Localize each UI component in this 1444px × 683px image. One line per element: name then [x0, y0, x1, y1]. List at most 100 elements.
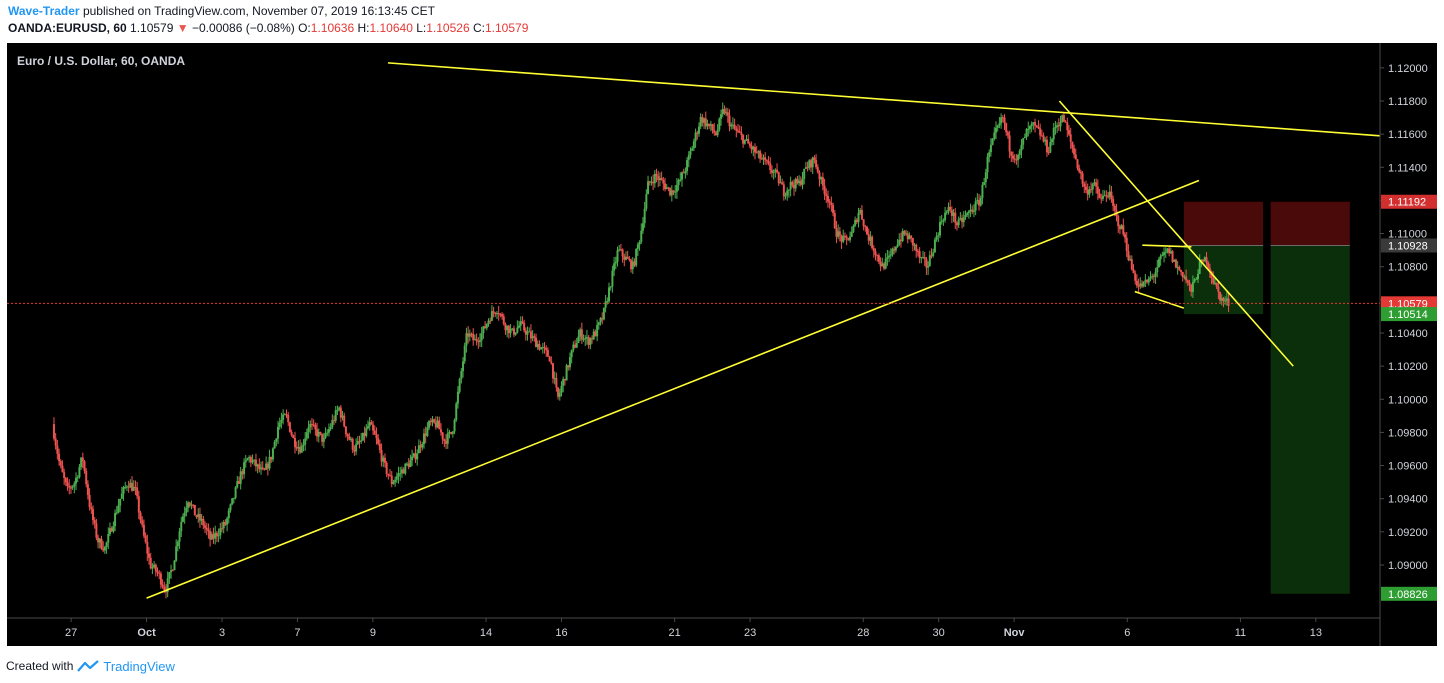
high-label: H: [357, 21, 370, 35]
candle-up [468, 333, 471, 337]
candle-up [869, 236, 872, 241]
candle-up [265, 463, 268, 470]
flag-top-trendline[interactable] [1142, 244, 1192, 248]
candle-down [1202, 259, 1205, 262]
candle-down [815, 160, 818, 168]
candle-down [1215, 282, 1218, 287]
candle-down [574, 344, 577, 348]
candle-up [1093, 182, 1096, 185]
last-price: 1.10579 [130, 21, 174, 35]
candle-up [645, 194, 648, 209]
candle-down [1222, 298, 1225, 302]
candle-down [1217, 286, 1220, 292]
candle-up [957, 219, 960, 226]
candle-down [144, 535, 147, 543]
candle-up [531, 336, 534, 339]
candle-down [1011, 155, 1014, 159]
candle-up [1027, 128, 1030, 130]
candle-up [331, 420, 334, 427]
time-axis[interactable]: 27 Oct 3 7 9 14 16 21 23 28 30 Nov 6 11 13 [65, 618, 1322, 639]
candle-up [180, 521, 183, 532]
price-tick-label: 1.09200 [1388, 527, 1428, 539]
candle-down [648, 181, 651, 183]
candle-up [541, 347, 544, 349]
candle-up [1020, 144, 1023, 151]
candle-down [816, 167, 819, 173]
candle-down [930, 255, 933, 257]
rising-support-trendline[interactable] [146, 179, 1200, 599]
candle-up [107, 534, 110, 543]
candle-up [1166, 248, 1169, 252]
candle-down [652, 181, 655, 184]
candlestick-chart[interactable]: Euro / U.S. Dollar, 60, OANDA 1.12000 1.1… [7, 43, 1437, 646]
candle-down [171, 570, 174, 572]
candle-down [1168, 248, 1171, 254]
candle-down [723, 109, 726, 114]
candle-up [647, 181, 650, 195]
candle-up [986, 156, 989, 173]
candle-down [760, 158, 763, 160]
candle-down [847, 237, 850, 241]
candle-down [954, 212, 957, 223]
candle-down [58, 453, 61, 461]
candle-down [877, 255, 880, 262]
candle-down [215, 532, 218, 537]
candle-up [326, 432, 329, 434]
candle-down [424, 433, 427, 436]
flag-bottom-trendline[interactable] [1134, 290, 1185, 309]
candle-down [1071, 141, 1074, 149]
falling-channel-trendline[interactable] [1058, 100, 1294, 367]
candle-up [967, 211, 970, 214]
candle-up [412, 453, 415, 457]
candle-up [1191, 282, 1194, 292]
candle-up [859, 209, 862, 213]
candle-down [876, 255, 879, 257]
candle-down [1039, 128, 1042, 136]
candle-down [351, 438, 354, 450]
candle-down [728, 115, 731, 127]
candle-down [434, 422, 437, 428]
candle-up [888, 255, 891, 258]
candle-down [838, 231, 841, 236]
candle-up [609, 286, 612, 288]
candle-down [339, 407, 342, 418]
candle-up [480, 333, 483, 341]
candle-up [624, 256, 627, 260]
candle-down [142, 524, 145, 536]
candle-down [799, 180, 802, 185]
candle-down [1181, 271, 1184, 278]
candle-up [804, 167, 807, 169]
candle-up [942, 220, 945, 222]
candle-up [392, 482, 395, 485]
candle-up [665, 187, 668, 190]
candle-up [416, 453, 419, 460]
candle-up [577, 336, 580, 343]
candle-down [1219, 291, 1222, 301]
author-link[interactable]: Wave-Trader [8, 4, 80, 18]
candle-down [619, 249, 622, 251]
candle-up [153, 564, 156, 568]
upper-resistance-trendline[interactable] [387, 62, 1381, 137]
chart-area[interactable]: Euro / U.S. Dollar, 60, OANDA 1.12000 1.1… [7, 43, 1437, 646]
candle-up [801, 178, 804, 185]
candle-down [358, 441, 361, 443]
chart-title: Euro / U.S. Dollar, 60, OANDA [17, 54, 185, 68]
candle-down [494, 312, 497, 315]
chart-background [7, 43, 1437, 646]
candle-down [594, 331, 597, 337]
candle-down [1074, 154, 1077, 160]
candle-up [1169, 251, 1172, 254]
candle-up [426, 427, 429, 436]
trendlines[interactable] [146, 62, 1381, 599]
candle-up [297, 446, 300, 449]
candle-up [794, 178, 797, 189]
tradingview-brand-link[interactable]: TradingView [103, 658, 175, 674]
candle-down [154, 564, 157, 572]
candle-down [1040, 135, 1043, 137]
candle-up [411, 456, 414, 461]
candle-up [1022, 138, 1025, 145]
candle-up [324, 433, 327, 438]
candle-up [803, 168, 806, 179]
candle-down [56, 445, 59, 454]
candle-down [871, 236, 874, 249]
